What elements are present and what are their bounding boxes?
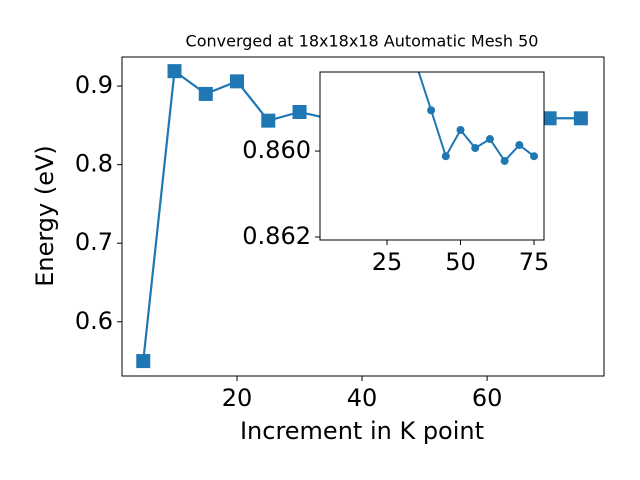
marker (136, 354, 151, 369)
marker (515, 141, 524, 150)
axes-frame (121, 56, 605, 377)
marker (292, 105, 307, 119)
x-tick-label: 50 (445, 248, 476, 276)
marker (485, 135, 494, 144)
y-tick-label: 0.8 (75, 150, 113, 178)
marker (542, 111, 557, 126)
y-tick-label: 0.6 (75, 307, 113, 335)
marker (261, 113, 276, 128)
x-tick-label: 40 (347, 384, 378, 412)
y-tick-label: 0.862 (242, 222, 311, 250)
marker (230, 74, 245, 89)
marker (198, 86, 213, 101)
marker (573, 111, 588, 126)
marker (427, 106, 436, 115)
x-tick-label: 60 (472, 384, 503, 412)
marker (167, 64, 182, 79)
y-tick-label: 0.860 (242, 136, 311, 164)
y-tick-label: 0.9 (75, 71, 113, 99)
axes-frame (319, 71, 545, 241)
marker (530, 152, 539, 161)
axes-background (320, 72, 544, 240)
chart-title: Converged at 18x18x18 Automatic Mesh 50 (186, 32, 539, 51)
plot-area (417, 72, 539, 165)
y-tick-label: 0.7 (75, 228, 113, 256)
x-tick-label: 25 (372, 248, 403, 276)
x-axis-label: Increment in K point (240, 417, 484, 445)
marker (456, 126, 465, 135)
marker (500, 156, 509, 165)
x-tick-label: 20 (222, 384, 253, 412)
marker (441, 152, 450, 161)
marker (471, 144, 480, 153)
y-axis-label: Energy (eV) (31, 145, 59, 287)
x-tick-label: 75 (519, 248, 550, 276)
